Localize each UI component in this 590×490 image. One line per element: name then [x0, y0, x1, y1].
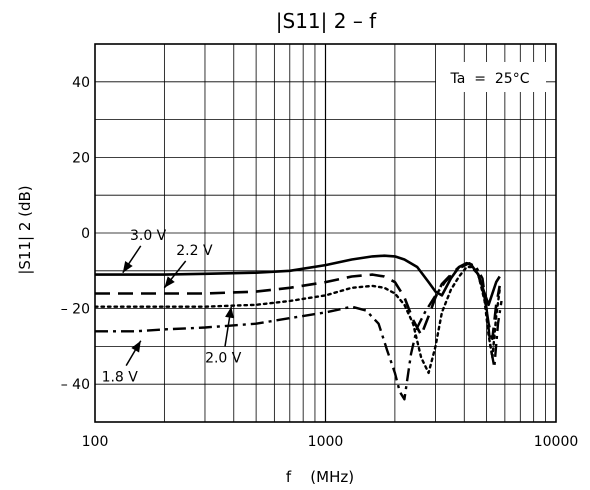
plot-grid — [95, 44, 556, 422]
series-line-3-0-V — [95, 254, 501, 307]
series-label-arrowhead — [131, 340, 141, 353]
series-line-2-2-V — [95, 261, 501, 341]
series-labels: 3.0 V 2.2 V 2.0 V 1.8 V — [102, 228, 242, 386]
annotation-box-bg — [436, 62, 546, 92]
x-axis-ticks: 100 1000 10000 — [82, 434, 579, 450]
x-tick-label: 10000 — [534, 434, 579, 450]
series-label-arrowhead — [122, 261, 133, 273]
series-label-1-8-V: 1.8 V — [102, 370, 139, 386]
series-line-2-0-V — [95, 265, 501, 375]
y-tick-label: 40 — [72, 75, 90, 91]
y-axis-label: |S11| 2 (dB) — [16, 185, 34, 274]
chart-title: |S11| 2 – f — [276, 9, 377, 33]
y-tick-label: 0 — [81, 226, 90, 242]
series-label-2-0-V: 2.0 V — [205, 351, 242, 367]
y-tick-label: 20 — [72, 150, 90, 166]
series-label-3-0-V: 3.0 V — [130, 228, 167, 244]
x-tick-label: 1000 — [308, 434, 344, 450]
series-line-1-8-V — [95, 262, 503, 401]
y-tick-label: – 20 — [61, 302, 90, 318]
series-label-2-2-V: 2.2 V — [176, 243, 213, 259]
plot-frame — [94, 43, 557, 423]
y-tick-label: – 40 — [61, 377, 90, 393]
x-axis-label: f (MHz) — [286, 468, 354, 486]
x-tick-label: 100 — [82, 434, 109, 450]
series-label-arrowhead — [225, 306, 234, 319]
series-lines — [95, 254, 503, 401]
series-label-arrowhead — [164, 276, 175, 288]
y-axis-ticks: 40 20 0 – 20 – 40 — [61, 75, 90, 393]
temperature-annotation: Ta = 25°C — [450, 71, 530, 87]
